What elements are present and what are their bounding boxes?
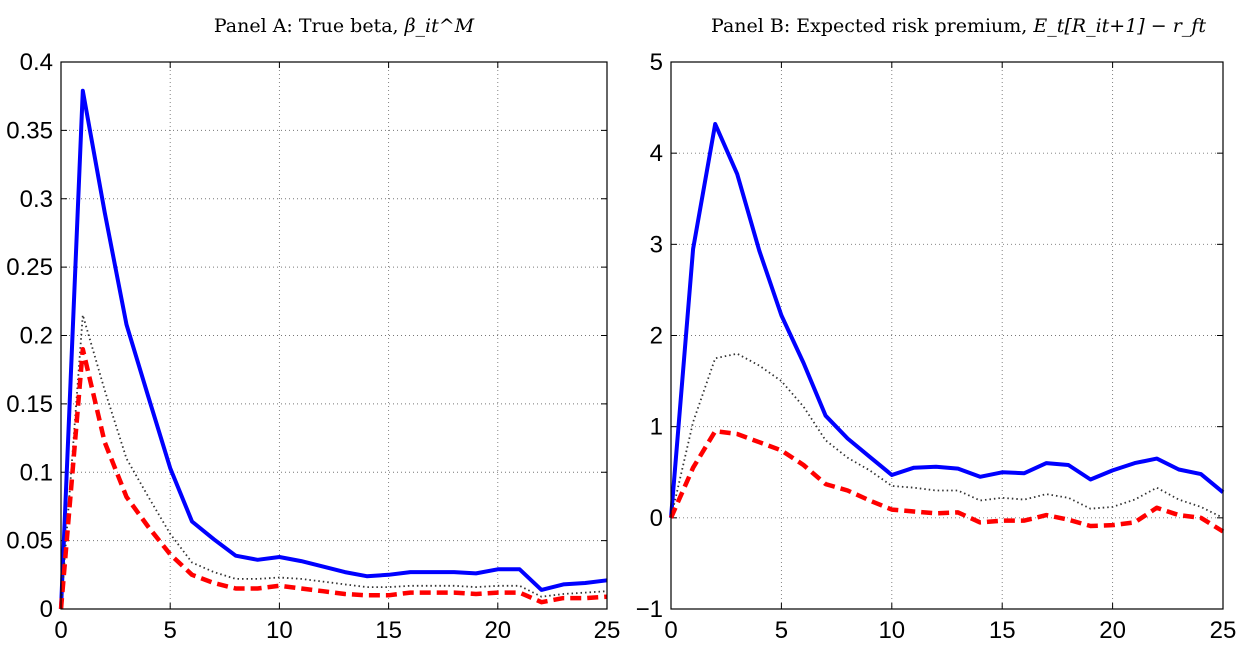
x-tick-label: 25	[1210, 617, 1237, 644]
y-tick-label: 2	[650, 323, 663, 350]
y-tick-label: 4	[650, 140, 663, 167]
y-tick-label: 1	[650, 414, 663, 441]
series-line-dotted	[60, 314, 608, 610]
panel-b-title-math: E_t[R_it+1] − r_ft	[1033, 15, 1206, 37]
y-tick-label: −1	[636, 596, 663, 623]
x-tick-label: 10	[266, 617, 293, 644]
axes-frame	[670, 61, 1224, 610]
series-line-dotted	[670, 352, 1224, 519]
series-line-solid	[669, 122, 1225, 518]
y-tick-label: 0.35	[6, 117, 53, 144]
x-tick-label: 0	[664, 617, 677, 644]
y-tick-label: 5	[650, 49, 663, 76]
y-tick-label: 0.2	[20, 323, 53, 350]
x-tick-label: 25	[594, 617, 621, 644]
x-tick-label: 0	[54, 617, 67, 644]
y-tick-label: 0.1	[20, 459, 53, 486]
axes-frame	[60, 61, 608, 610]
y-tick-label: 0	[40, 596, 53, 623]
panel-a-chart: 0 5 10 15 20 25 0 0.05 0.1 0.15 0.2 0.25 0.3 0.35 0.4	[6, 49, 621, 644]
panel-b: Panel B: Expected risk premium, E_t[R_it…	[620, 0, 1239, 650]
y-tick-label: 0.3	[20, 186, 53, 213]
y-tick-label: 0.15	[6, 391, 53, 418]
panel-a-title-text: Panel A: True beta,	[213, 15, 399, 37]
x-tick-label: 20	[1099, 617, 1126, 644]
x-tick-label: 20	[484, 617, 511, 644]
x-tick-label: 10	[878, 617, 905, 644]
panel-b-title-text: Panel B: Expected risk premium,	[711, 15, 1028, 37]
panel-a-title: Panel A: True beta, β_it^M	[58, 6, 630, 46]
y-tick-label: 0.25	[6, 254, 53, 281]
x-tick-label: 5	[775, 617, 788, 644]
panel-b-title: Panel B: Expected risk premium, E_t[R_it…	[668, 6, 1239, 46]
panel-a: Panel A: True beta, β_it^M 0 5 10 15 20 25 0 0.…	[6, 15, 621, 644]
y-tick-label: 3	[650, 231, 663, 258]
y-tick-label: 0.4	[20, 49, 53, 76]
x-tick-label: 15	[375, 617, 402, 644]
x-tick-label: 15	[989, 617, 1016, 644]
series-line-solid	[59, 88, 608, 610]
series-line-dashed	[668, 428, 1225, 534]
y-tick-label: 0.05	[6, 528, 53, 555]
y-tick-label: 0	[650, 505, 663, 532]
x-tick-label: 5	[164, 617, 177, 644]
panel-a-title-math: β_it^M	[404, 15, 475, 37]
